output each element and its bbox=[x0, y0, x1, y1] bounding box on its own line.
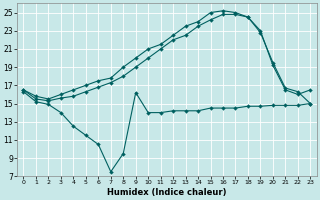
X-axis label: Humidex (Indice chaleur): Humidex (Indice chaleur) bbox=[107, 188, 227, 197]
